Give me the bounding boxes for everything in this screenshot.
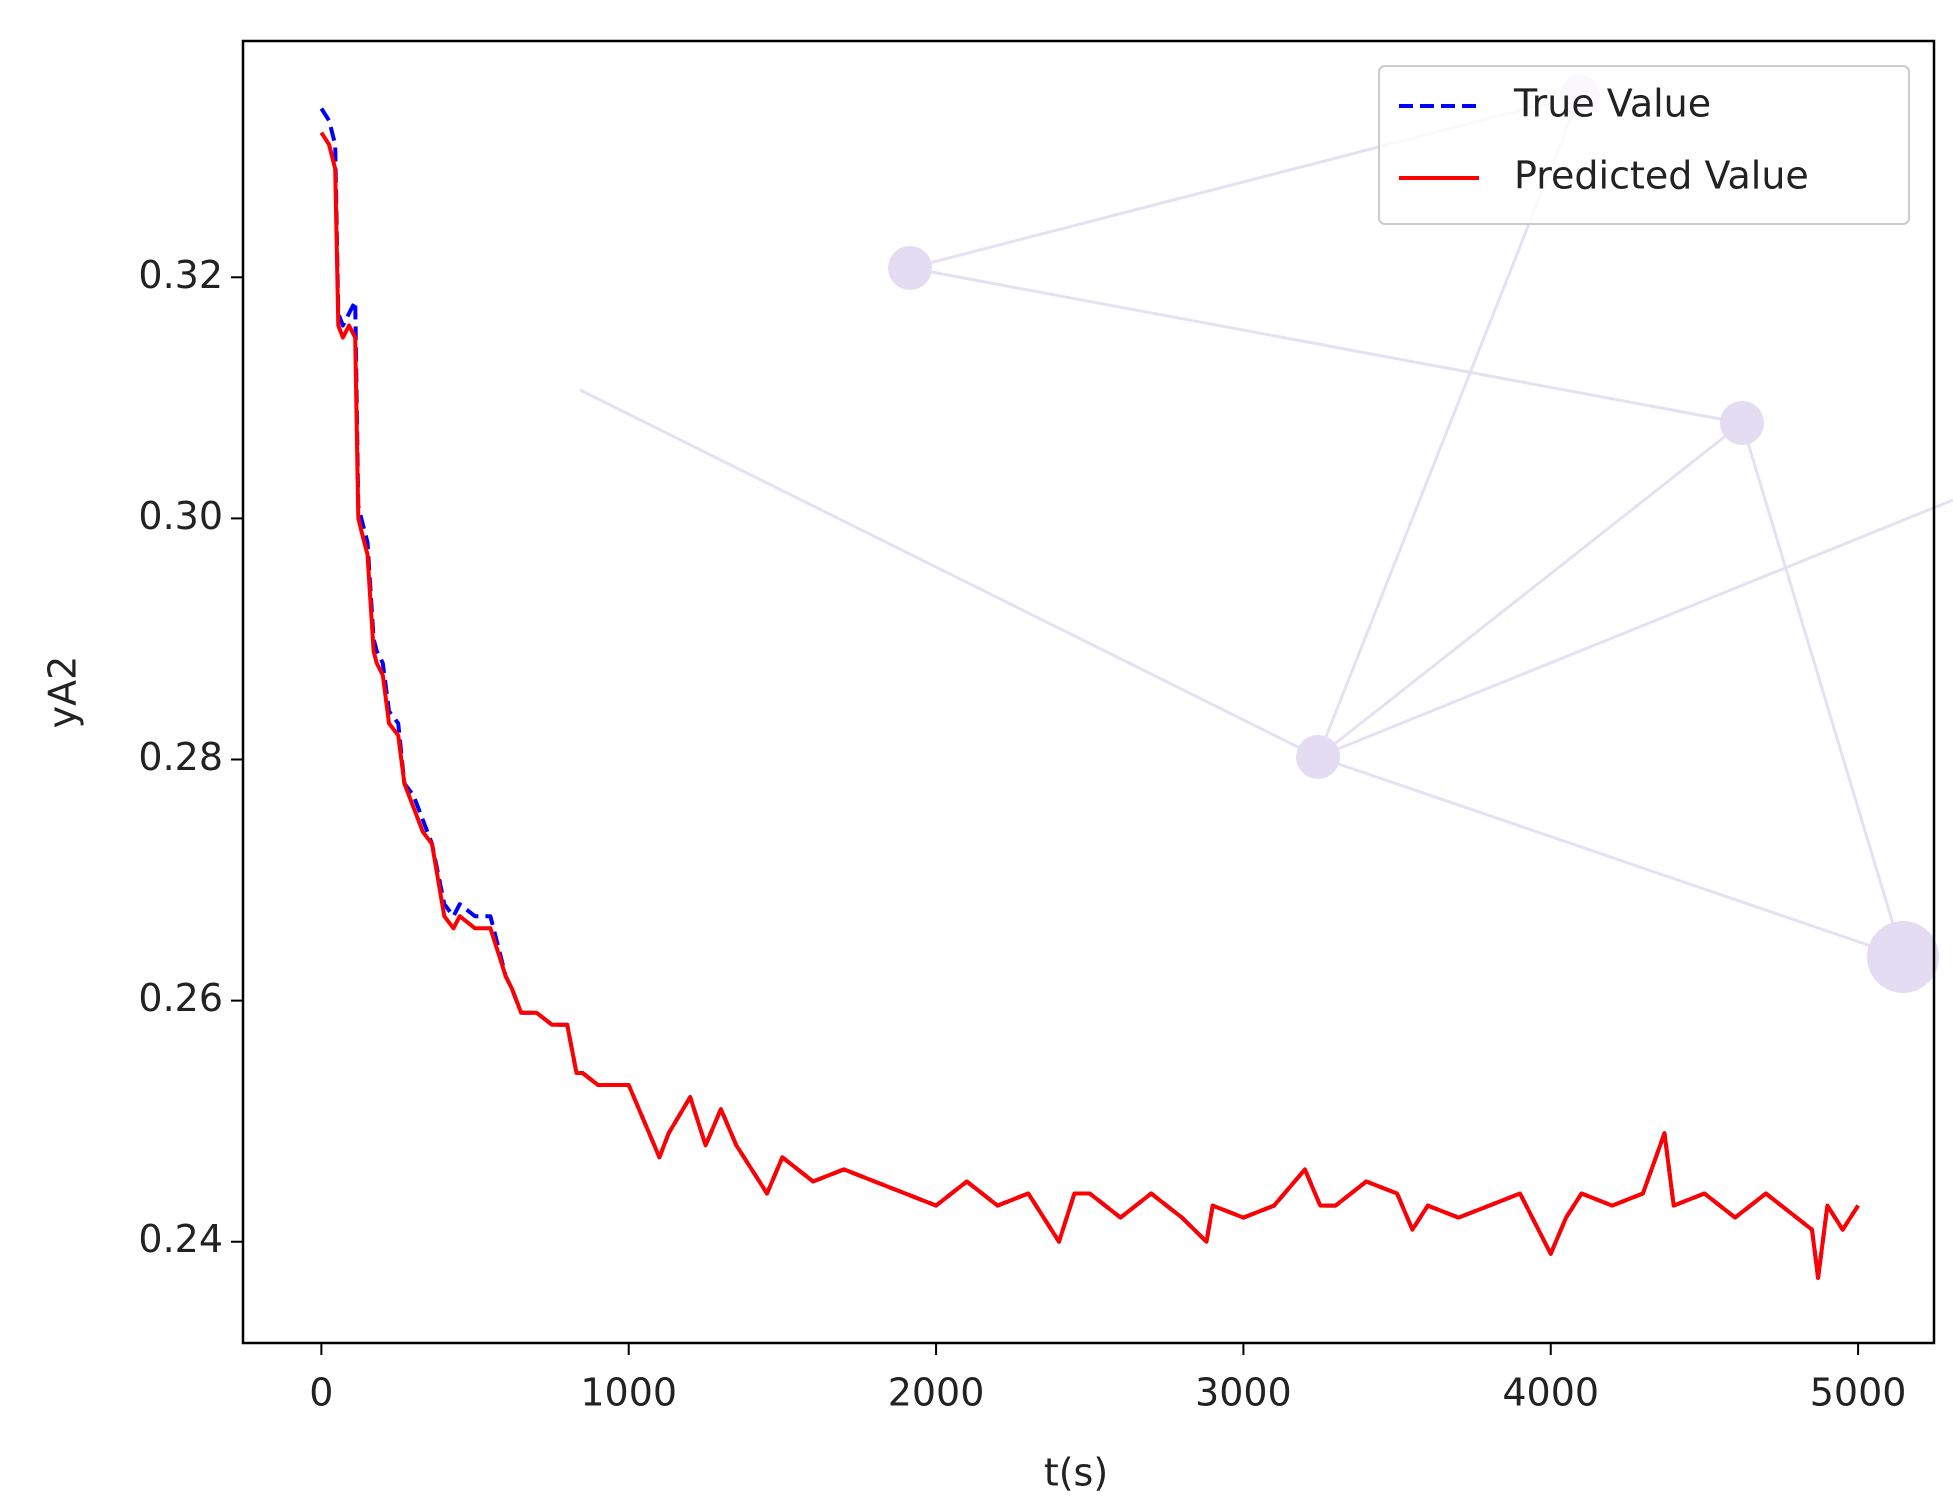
x-tick-label: 4000	[1502, 1371, 1599, 1415]
series-line	[319, 131, 1860, 1280]
background-decoration	[579, 75, 1953, 993]
y-tick-label: 0.26	[138, 976, 223, 1020]
y-tick-label: 0.28	[138, 735, 223, 779]
y-tick-label: 0.24	[138, 1217, 223, 1261]
legend-label: Predicted Value	[1514, 154, 1809, 198]
y-tick-label: 0.30	[138, 494, 223, 538]
y-tick-label: 0.32	[138, 253, 223, 297]
legend-label: True Value	[1513, 82, 1711, 126]
legend-box	[1378, 65, 1910, 225]
x-tick-label: 0	[309, 1371, 333, 1415]
x-axis-label: t(s)	[1044, 1451, 1108, 1495]
x-tick-label: 2000	[888, 1371, 985, 1415]
series-line	[319, 107, 1860, 1280]
x-tick-label: 5000	[1810, 1371, 1907, 1415]
plot-frame	[241, 39, 1936, 1345]
y-axis-label: yA2	[41, 656, 85, 729]
x-tick-label: 1000	[580, 1371, 677, 1415]
x-tick-label: 3000	[1195, 1371, 1292, 1415]
